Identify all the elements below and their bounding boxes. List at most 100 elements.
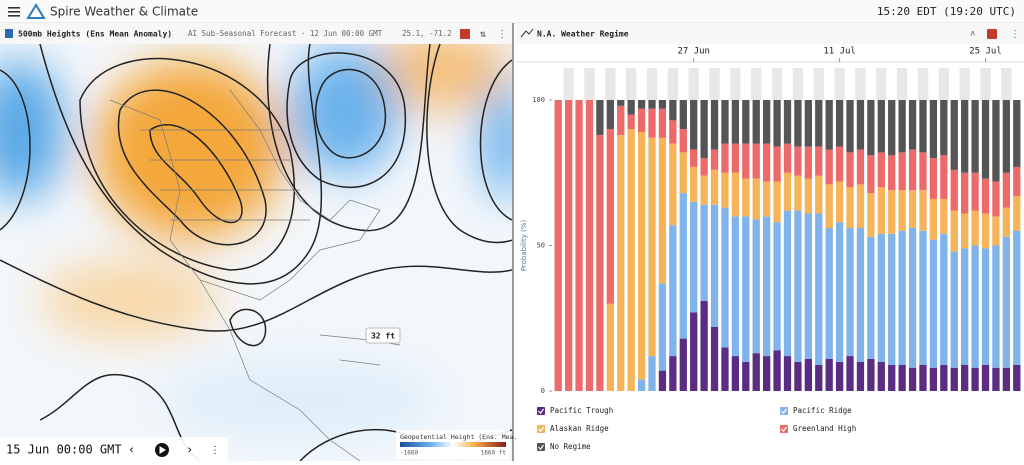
collapse-button[interactable]: ˄ [970, 30, 975, 40]
bar-segment [648, 108, 656, 138]
bar-segment [742, 216, 750, 362]
map-time: 15 Jun 00:00 GMT [6, 443, 122, 457]
bar-segment [961, 213, 969, 249]
bar-segment [815, 213, 823, 365]
bar-segment [815, 100, 823, 147]
bar-segment [742, 361, 750, 391]
bar-segment [877, 152, 885, 188]
bar-segment [971, 367, 979, 391]
bar-segment [971, 245, 979, 368]
bar-segment [700, 204, 708, 301]
bar-segment [731, 100, 740, 144]
legend-swatch [537, 425, 545, 433]
bar-segment [669, 143, 677, 226]
bar-segment [773, 100, 781, 147]
more-button[interactable]: ⋮ [497, 29, 507, 40]
bar-segment [877, 187, 885, 234]
column-stripe [625, 68, 637, 100]
bar-segment [679, 193, 687, 339]
bar-segment [721, 143, 729, 173]
bar-segment [794, 146, 802, 176]
bar-segment [700, 100, 708, 159]
bar-segment [752, 219, 760, 354]
bar-segment [908, 190, 917, 229]
bar-segment [606, 129, 614, 304]
bar-segment [856, 228, 865, 362]
bar-segment [888, 190, 896, 234]
bar-segment [940, 100, 948, 156]
bar-segment [731, 172, 740, 217]
bar-segment [669, 356, 677, 391]
column-stripe [917, 68, 929, 100]
more-button[interactable]: ⋮ [1010, 29, 1020, 40]
bar-segment [554, 100, 562, 391]
bar-segment [1002, 207, 1011, 237]
bar-segment [1013, 196, 1021, 231]
bar-segment [908, 367, 917, 391]
time-control: 15 Jun 00:00 GMT ‹ › ⋮ [0, 437, 228, 461]
bar-segment [981, 364, 990, 391]
column-stripe [771, 68, 783, 100]
bar-segment [961, 100, 969, 173]
bar-segment [835, 100, 844, 147]
column-stripe [605, 68, 616, 100]
bar-segment [721, 207, 729, 348]
y-tick-label: 50 [537, 242, 545, 250]
bar-segment [596, 134, 604, 392]
settings-button[interactable] [460, 29, 470, 39]
bar-segment [825, 228, 833, 359]
bar-segment [981, 213, 990, 249]
bar-segment [888, 100, 896, 156]
bar-segment [804, 213, 812, 359]
bar-segment [752, 143, 760, 179]
map-subtitle: AI Sub-Seasonal Forecast · 12 Jun 00:00 … [188, 29, 383, 38]
bar-segment [783, 100, 792, 144]
column-stripe [834, 68, 845, 100]
bar-segment [940, 198, 948, 234]
bar-segment [950, 367, 958, 391]
bar-segment [825, 100, 833, 150]
bar-segment [1013, 100, 1021, 167]
bar-segment [617, 134, 625, 392]
bar-segment [679, 152, 687, 194]
bar-segment [742, 178, 750, 217]
bar-segment [867, 236, 875, 359]
bar-segment [1002, 236, 1011, 368]
bar-segment [627, 129, 635, 391]
bar-segment [773, 350, 781, 391]
bar-segment [992, 367, 1000, 391]
bar-segment [648, 137, 656, 357]
bar-segment [763, 356, 771, 391]
y-axis-label: Probability (%) [520, 220, 528, 272]
bar-segment [981, 248, 990, 365]
bar-segment [971, 172, 979, 211]
legend-swatch [537, 407, 545, 415]
prev-button[interactable]: ‹ [128, 443, 135, 457]
panel-icon [520, 28, 534, 38]
bar-segment [658, 283, 667, 371]
bar-segment [710, 100, 719, 150]
bar-segment [908, 228, 917, 368]
bar-segment [669, 100, 677, 121]
bar-segment [585, 100, 594, 391]
bar-segment [783, 172, 792, 211]
bar-segment [627, 114, 635, 130]
bar-segment [929, 367, 938, 391]
settings-button[interactable] [987, 29, 997, 39]
column-stripe [855, 68, 866, 100]
bar-segment [815, 146, 823, 176]
column-stripe [1001, 68, 1012, 100]
column-stripe [813, 68, 824, 100]
next-button[interactable]: › [186, 443, 193, 457]
bar-segment [950, 251, 958, 368]
move-button[interactable]: ⇅ [479, 29, 486, 40]
bar-segment [971, 210, 979, 246]
time-menu[interactable]: ⋮ [210, 445, 220, 456]
bar-segment [658, 370, 667, 391]
column-stripe [938, 68, 950, 100]
bar-segment [700, 300, 708, 391]
bar-segment [929, 239, 938, 368]
bar-segment [679, 100, 687, 130]
bar-segment [981, 100, 990, 179]
menu-button[interactable] [8, 7, 20, 17]
